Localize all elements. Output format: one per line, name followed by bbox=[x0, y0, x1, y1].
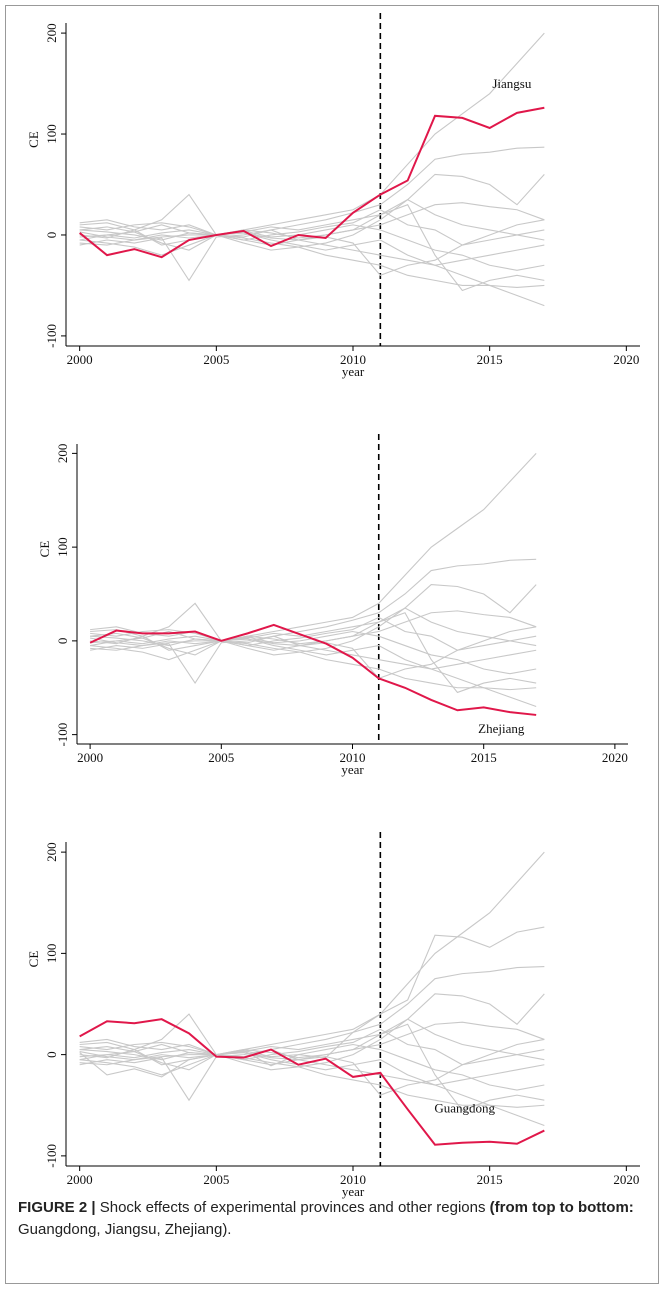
treated-line bbox=[79, 1018, 545, 1146]
y-axis-label: CE bbox=[26, 131, 41, 148]
x-tick-label: 2020 bbox=[613, 352, 639, 367]
placebo-line bbox=[90, 584, 537, 651]
placebo-line bbox=[79, 231, 545, 266]
placebo-line bbox=[79, 1013, 545, 1066]
caption-label: FIGURE 2 | bbox=[18, 1199, 96, 1216]
x-tick-label: 2005 bbox=[203, 1172, 229, 1187]
x-tick-label: 2010 bbox=[340, 1172, 366, 1187]
y-tick-label: 200 bbox=[44, 842, 59, 862]
placebo-line bbox=[79, 224, 545, 271]
placebo-line bbox=[79, 229, 545, 289]
y-tick-label: -100 bbox=[44, 324, 59, 348]
placebo-line bbox=[90, 607, 537, 656]
x-tick-label: 2015 bbox=[477, 352, 503, 367]
caption-text: Shock effects of experimental provinces … bbox=[99, 1199, 486, 1216]
caption: FIGURE 2 | Shock effects of experimental… bbox=[18, 1197, 648, 1241]
placebo-line bbox=[79, 193, 545, 246]
placebo-line bbox=[79, 198, 545, 251]
series-label: Guangdong bbox=[434, 1101, 495, 1116]
x-tick-label: 2015 bbox=[477, 1172, 503, 1187]
placebo-line bbox=[79, 1049, 545, 1108]
y-tick-label: 0 bbox=[55, 638, 70, 645]
y-axis-label: CE bbox=[37, 541, 52, 558]
placebo-line bbox=[79, 32, 545, 236]
placebo-line bbox=[79, 1051, 545, 1086]
x-tick-label: 2020 bbox=[613, 1172, 639, 1187]
x-tick-label: 2015 bbox=[471, 750, 497, 765]
x-tick-label: 2010 bbox=[340, 352, 366, 367]
x-tick-label: 2000 bbox=[67, 1172, 93, 1187]
placebo-line bbox=[90, 635, 537, 680]
placebo-line bbox=[90, 602, 537, 651]
placebo-line bbox=[79, 1018, 545, 1071]
x-tick-label: 2000 bbox=[67, 352, 93, 367]
placebo-line bbox=[79, 851, 545, 1056]
placebo-line bbox=[79, 1028, 545, 1066]
y-tick-label: 100 bbox=[55, 537, 70, 557]
treated-line bbox=[89, 623, 537, 716]
x-axis-label: year bbox=[342, 1184, 365, 1199]
y-axis-label: CE bbox=[26, 951, 41, 968]
placebo-line bbox=[90, 637, 537, 670]
placebo-line bbox=[90, 616, 537, 651]
placebo-line bbox=[79, 229, 545, 276]
placebo-line bbox=[79, 1049, 545, 1096]
x-axis-label: year bbox=[341, 762, 364, 777]
caption-bold: (from top to bottom: bbox=[489, 1199, 634, 1216]
x-tick-label: 2010 bbox=[340, 750, 366, 765]
placebo-line bbox=[90, 558, 537, 647]
frame bbox=[5, 5, 659, 1284]
y-tick-label: 200 bbox=[44, 23, 59, 43]
y-tick-label: 0 bbox=[44, 232, 59, 239]
placebo-line bbox=[79, 209, 545, 246]
placebo-line bbox=[79, 965, 545, 1061]
series-label: Zhejiang bbox=[478, 721, 525, 736]
placebo-line bbox=[79, 926, 545, 1078]
placebo-line bbox=[79, 173, 545, 246]
x-tick-label: 2005 bbox=[208, 750, 234, 765]
x-tick-label: 2020 bbox=[602, 750, 628, 765]
placebo-line bbox=[79, 146, 545, 241]
x-tick-label: 2000 bbox=[77, 750, 103, 765]
y-tick-label: 100 bbox=[44, 944, 59, 964]
series-label: Jiangsu bbox=[492, 76, 532, 91]
placebo-line bbox=[90, 635, 537, 691]
x-axis-label: year bbox=[342, 364, 365, 379]
y-tick-label: -100 bbox=[44, 1144, 59, 1168]
placebo-line bbox=[79, 993, 545, 1066]
y-tick-label: -100 bbox=[55, 723, 70, 747]
caption-rest: Guangdong, Jiangsu, Zhejiang). bbox=[18, 1221, 232, 1238]
x-tick-label: 2005 bbox=[203, 352, 229, 367]
y-tick-label: 100 bbox=[44, 124, 59, 144]
placebo-line bbox=[90, 612, 537, 694]
placebo-line bbox=[79, 229, 545, 307]
y-tick-label: 200 bbox=[55, 444, 70, 464]
treated-line bbox=[79, 106, 545, 259]
y-tick-label: 0 bbox=[44, 1051, 59, 1058]
placebo-line bbox=[90, 635, 537, 708]
placebo-line bbox=[79, 1043, 545, 1091]
